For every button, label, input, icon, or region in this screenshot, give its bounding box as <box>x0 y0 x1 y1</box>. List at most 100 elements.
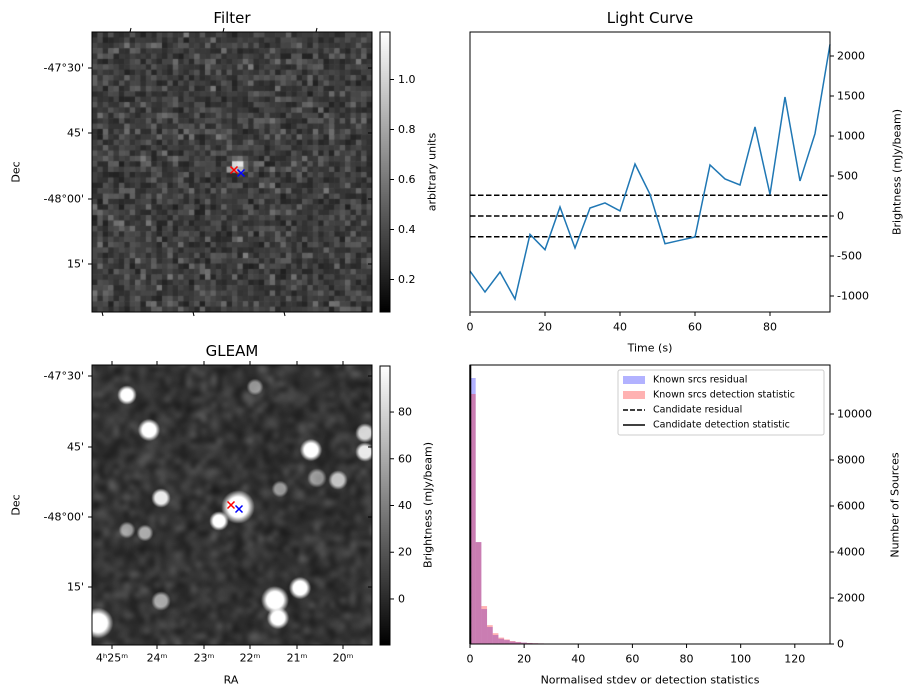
y-tick-label: -1000 <box>837 290 869 303</box>
histogram-bar <box>521 642 527 644</box>
histogram-bar <box>487 626 493 644</box>
histogram-bar <box>504 640 510 644</box>
x-tick-label: 40 <box>613 321 627 334</box>
dec-tick-label: -47°30' <box>44 370 85 383</box>
legend-label: Known srcs residual <box>653 375 747 386</box>
colorbar-tick-label: 80 <box>398 406 412 419</box>
colorbar-tick-label: 0.8 <box>398 123 416 136</box>
x-tick-label: 120 <box>784 653 805 666</box>
ra-tick-label: 4ʰ25ᵐ <box>96 652 128 665</box>
histogram-bar <box>492 635 499 644</box>
histogram-bar <box>504 639 510 644</box>
ra-tick <box>101 311 104 317</box>
legend-box <box>617 369 825 436</box>
histogram-bar <box>498 638 505 644</box>
gleam-axes-frame <box>91 364 373 646</box>
dec-tick-label: -48°00' <box>44 511 85 524</box>
histogram-bar <box>470 393 476 644</box>
red-x-marker <box>226 500 236 510</box>
y-tick-label: 8000 <box>837 453 865 466</box>
dec-tick-label: 45' <box>67 127 84 140</box>
y-tick-label: 0 <box>837 638 844 651</box>
y-tick-label: 1000 <box>837 130 865 143</box>
filter-colorbar-frame <box>379 31 391 313</box>
legend-label: Candidate detection statistic <box>653 420 790 431</box>
y-tick-label: 6000 <box>837 499 865 512</box>
gleam-colorbar <box>380 366 390 645</box>
filter-axes-frame <box>91 31 373 313</box>
x-tick-label: 20 <box>538 321 552 334</box>
filter-colorbar-label: arbitrary units <box>426 133 439 212</box>
histogram-ylabel: Number of Sources <box>889 452 902 558</box>
colorbar-tick-label: 0.4 <box>398 223 416 236</box>
histogram-bar <box>515 642 522 644</box>
gleam-title: GLEAM <box>206 342 259 360</box>
y-tick-label: 500 <box>837 170 858 183</box>
x-tick-label: 60 <box>625 653 639 666</box>
colorbar-tick-label: 60 <box>398 452 412 465</box>
histogram-axes-frame <box>469 364 831 645</box>
histogram-bar <box>481 609 488 644</box>
x-tick-label: 60 <box>688 321 702 334</box>
ra-tick-label: 23ᵐ <box>194 652 215 665</box>
blue-x-marker <box>234 504 244 514</box>
gleam-colorbar-label: Brightness (mJy/beam) <box>422 442 435 568</box>
histogram-bar <box>492 633 499 644</box>
y-tick-label: -500 <box>837 250 862 263</box>
ra-tick <box>315 27 318 33</box>
filter-title: Filter <box>213 9 251 27</box>
histogram-bar <box>470 377 476 644</box>
legend-swatch <box>623 376 645 384</box>
y-tick-label: 0 <box>837 210 844 223</box>
filter-ylabel: Dec <box>10 161 23 182</box>
x-tick-label: 80 <box>763 321 777 334</box>
y-tick-label: 10000 <box>837 407 872 420</box>
colorbar-tick-label: 0.6 <box>398 173 416 186</box>
histogram-bar <box>509 641 516 644</box>
x-tick-label: 100 <box>730 653 751 666</box>
light-curve-title: Light Curve <box>607 9 693 27</box>
ra-tick <box>192 311 195 317</box>
histogram-bar <box>481 606 488 644</box>
ra-tick-label: 24ᵐ <box>147 652 168 665</box>
gleam-xlabel: RA <box>224 674 239 687</box>
light-curve-xlabel: Time (s) <box>627 342 673 355</box>
histogram-bar <box>498 637 505 644</box>
red-x-marker <box>229 165 239 175</box>
legend-label: Candidate residual <box>653 405 742 416</box>
histogram-bar <box>521 642 527 644</box>
light-curve-axes-frame <box>469 31 831 313</box>
legend-label: Known srcs detection statistic <box>653 390 795 401</box>
histogram-bar <box>475 542 482 644</box>
histogram-bar <box>515 641 522 644</box>
ra-tick-label: 21ᵐ <box>287 652 308 665</box>
legend-swatch <box>623 391 645 399</box>
histogram-xlabel: Normalised stdev or detection statistics <box>541 674 760 687</box>
gleam-colorbar-frame <box>379 365 391 646</box>
y-tick-label: 4000 <box>837 545 865 558</box>
gleam-ylabel: Dec <box>10 494 23 515</box>
x-tick-label: 40 <box>571 653 585 666</box>
histogram-bar <box>475 542 482 644</box>
colorbar-tick-label: 0.2 <box>398 273 416 286</box>
dec-tick-label: -48°00' <box>44 193 85 206</box>
ra-tick <box>222 27 225 33</box>
light-curve-line <box>469 44 831 302</box>
y-tick-label: 2000 <box>837 50 865 63</box>
dec-tick-label: 45' <box>67 441 84 454</box>
filter-colorbar <box>380 32 390 312</box>
dec-tick-label: 15' <box>67 258 84 271</box>
colorbar-tick-label: 0 <box>398 592 405 605</box>
y-tick-label: 2000 <box>837 591 865 604</box>
dec-tick-label: -47°30' <box>44 62 85 75</box>
blue-x-marker <box>236 168 246 178</box>
x-tick-label: 80 <box>680 653 694 666</box>
histogram-bar <box>487 625 493 644</box>
colorbar-tick-label: 20 <box>398 546 412 559</box>
colorbar-tick-label: 40 <box>398 499 412 512</box>
ra-tick-label: 22ᵐ <box>240 652 261 665</box>
histogram-bar <box>509 641 516 644</box>
light-curve-ylabel: Brightness (mJy/beam) <box>891 109 904 235</box>
